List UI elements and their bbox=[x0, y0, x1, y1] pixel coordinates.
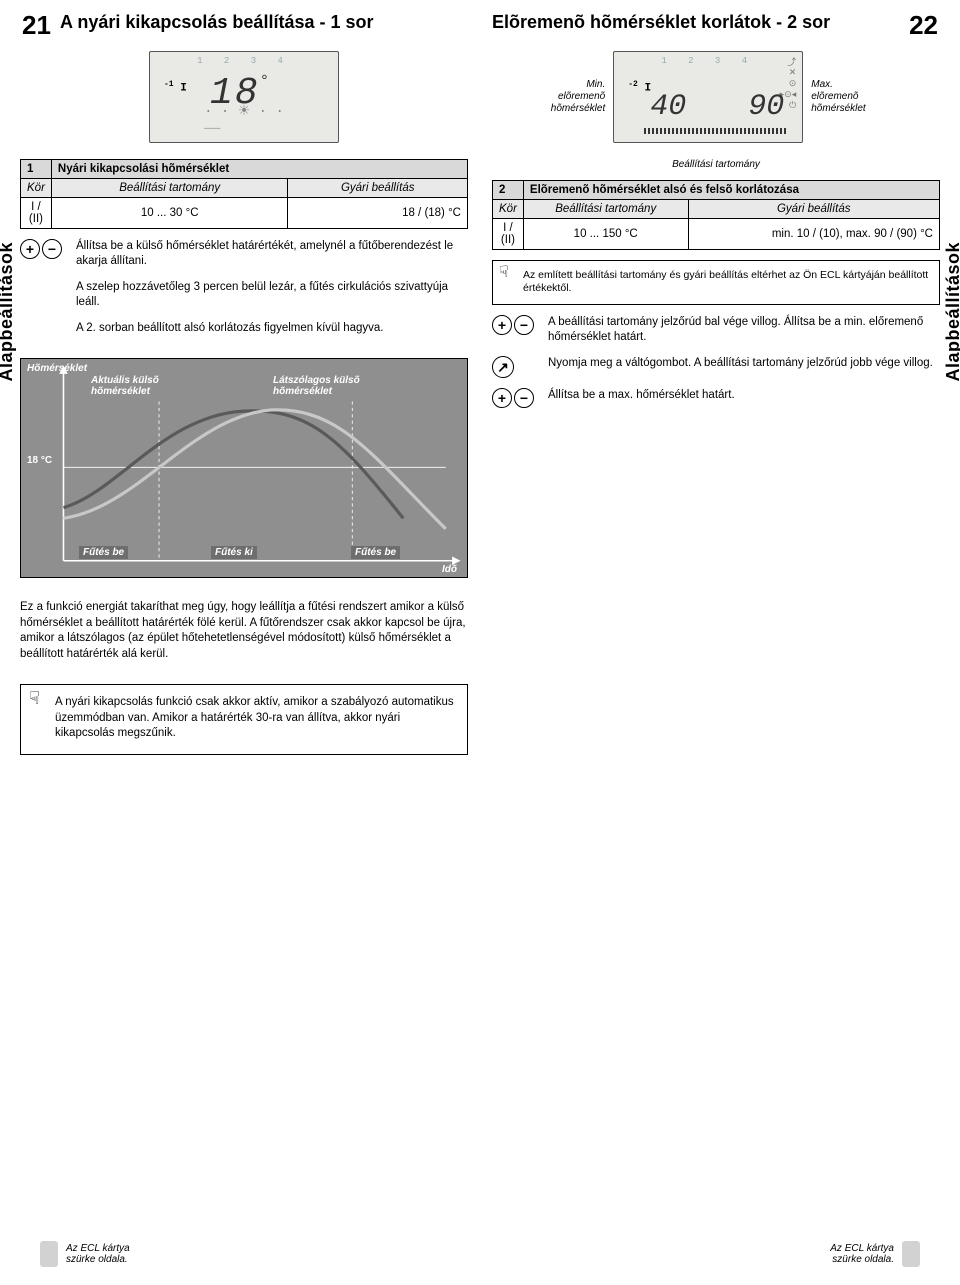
lcd-rowline-r: -2 I bbox=[628, 80, 651, 95]
left-lcd: 1 2 3 4 -1 I 18° · · ☀ · ·─── bbox=[149, 51, 339, 143]
footer-right: Az ECL kártyaszürke oldala. bbox=[830, 1241, 920, 1267]
col-range-r: Beállítási tartomány bbox=[523, 199, 688, 218]
left-lcd-wrap: 1 2 3 4 -1 I 18° · · ☀ · ·─── bbox=[20, 51, 468, 143]
temperature-chart: Hõmérséklet 18 °C Aktuális külsõhõmérsék… bbox=[20, 358, 468, 578]
series-apparent bbox=[63, 410, 445, 529]
left-note-text: A nyári kikapcsolás funkció csak akkor a… bbox=[55, 695, 455, 742]
plus-icon: + bbox=[492, 315, 512, 335]
card-icon bbox=[40, 1241, 58, 1267]
chart-time-label: Idõ bbox=[442, 564, 457, 575]
footer-text-left: Az ECL kártyaszürke oldala. bbox=[66, 1243, 130, 1266]
plus-icon: + bbox=[20, 239, 40, 259]
sun-icon: · · ☀ · ·─── bbox=[204, 103, 284, 136]
col-factory: Gyári beállítás bbox=[288, 178, 468, 197]
chart-btn-on-left: Fűtés be bbox=[79, 546, 128, 559]
right-column: Alapbeállítások Elõremenõ hõmérséklet ko… bbox=[492, 12, 940, 755]
table-row: I / (II) 10 ... 30 °C 18 / (18) °C bbox=[21, 197, 468, 228]
col-range: Beállítási tartomány bbox=[51, 178, 288, 197]
side-tab-left: Alapbeállítások bbox=[0, 242, 17, 382]
minus-icon: − bbox=[42, 239, 62, 259]
lcd-rowline: -1 I bbox=[164, 80, 187, 95]
left-below-text: Ez a funkció energiát takaríthat meg úgy… bbox=[20, 600, 468, 662]
lcd-v1: 40 bbox=[650, 90, 686, 124]
card-icon bbox=[902, 1241, 920, 1267]
plus-minus-icon: + − bbox=[20, 239, 66, 259]
right-note-box: ☟ Az említett beállítási tartomány és gy… bbox=[492, 260, 940, 305]
right-settings-table: 2 Elõremenõ hõmérséklet alsó és felsõ ko… bbox=[492, 180, 940, 250]
right-lcd: 1 2 3 4 -2 I ⤴✕⊙▸⊙◂⏻ 40 90 bbox=[613, 51, 803, 143]
left-note-box: ☟ A nyári kikapcsolás funkció csak akkor… bbox=[20, 684, 468, 755]
left-step-text: Állítsa be a külső hőmérséklet határérté… bbox=[76, 239, 468, 347]
left-p1: Állítsa be a külső hőmérséklet határérté… bbox=[76, 239, 468, 270]
lcd-v2: 90 bbox=[748, 90, 784, 124]
right-step-1: + − A beállítási tartomány jelzőrúd bal … bbox=[492, 315, 940, 346]
lcd-roman: I bbox=[180, 82, 187, 94]
left-column: Alapbeállítások A nyári kikapcsolás beál… bbox=[20, 12, 468, 755]
plus-minus-icon-r1: + − bbox=[492, 315, 538, 335]
left-p2: A szelep hozzávetőleg 3 percen belül lez… bbox=[76, 280, 468, 311]
left-p3: A 2. sorban beállított alsó korlátozás f… bbox=[76, 321, 468, 337]
right-step-3: + − Állítsa be a max. hőmérséklet határt… bbox=[492, 388, 940, 408]
cell-range-r: 10 ... 150 °C bbox=[523, 218, 688, 249]
col-factory-r: Gyári beállítás bbox=[688, 199, 940, 218]
footer: Az ECL kártyaszürke oldala. Az ECL kárty… bbox=[0, 1241, 960, 1267]
col-kor-r: Kör bbox=[493, 199, 524, 218]
lcd-range-bar bbox=[644, 128, 788, 134]
range-caption: Beállítási tartomány bbox=[492, 159, 940, 170]
hand-icon: ☟ bbox=[29, 689, 40, 707]
lcd-right-label: Max. elõremenõhõmérséklet bbox=[811, 79, 881, 115]
right-step-2: ↗ Nyomja meg a váltógombot. A beállítási… bbox=[492, 356, 940, 378]
degree-icon: ° bbox=[260, 72, 272, 90]
left-title: A nyári kikapcsolás beállítása - 1 sor bbox=[60, 12, 468, 33]
left-settings-table: 1 Nyári kikapcsolási hõmérséklet Kör Beá… bbox=[20, 159, 468, 229]
table-header-r: Elõremenõ hõmérséklet alsó és felsõ korl… bbox=[523, 180, 939, 199]
hand-icon-r: ☟ bbox=[499, 265, 509, 281]
minus-icon: − bbox=[514, 315, 534, 335]
cell-factory: 18 / (18) °C bbox=[288, 197, 468, 228]
plus-minus-icon-r2: + − bbox=[492, 388, 538, 408]
table-num-r: 2 bbox=[493, 180, 524, 199]
side-tab-right: Alapbeállítások bbox=[943, 242, 960, 382]
table-num: 1 bbox=[21, 159, 52, 178]
chart-btn-on-right: Fűtés be bbox=[351, 546, 400, 559]
cell-kor-r: I / (II) bbox=[493, 218, 524, 249]
arrow-icon: ↗ bbox=[492, 356, 514, 378]
right-step-1-text: A beállítási tartomány jelzőrúd bal vége… bbox=[548, 315, 940, 346]
table-header: Nyári kikapcsolási hõmérséklet bbox=[51, 159, 467, 178]
lcd-left-label: Min.elõremenõhõmérséklet bbox=[551, 79, 605, 115]
right-step-3-text: Állítsa be a max. hőmérséklet határt. bbox=[548, 388, 735, 404]
lcd-row-sup-r: -2 bbox=[628, 80, 638, 89]
footer-left: Az ECL kártyaszürke oldala. bbox=[40, 1241, 130, 1267]
plus-icon: + bbox=[492, 388, 512, 408]
chart-btn-off: Fűtés ki bbox=[211, 546, 257, 559]
arrow-button-icon: ↗ bbox=[492, 356, 538, 378]
table-row: I / (II) 10 ... 150 °C min. 10 / (10), m… bbox=[493, 218, 940, 249]
cell-range: 10 ... 30 °C bbox=[51, 197, 288, 228]
lcd-marks-r: 1 2 3 4 bbox=[661, 56, 755, 66]
cell-kor: I / (II) bbox=[21, 197, 52, 228]
right-note-text: Az említett beállítási tartomány és gyár… bbox=[523, 269, 929, 296]
cell-factory-r: min. 10 / (10), max. 90 / (90) °C bbox=[688, 218, 940, 249]
lcd-row-sup: -1 bbox=[164, 80, 174, 89]
footer-text-right: Az ECL kártyaszürke oldala. bbox=[830, 1243, 894, 1266]
minus-icon: − bbox=[514, 388, 534, 408]
right-title: Elõremenõ hõmérséklet korlátok - 2 sor bbox=[492, 12, 940, 33]
col-kor: Kör bbox=[21, 178, 52, 197]
page-spread: Alapbeállítások A nyári kikapcsolás beál… bbox=[0, 0, 960, 775]
lcd-marks: 1 2 3 4 bbox=[197, 56, 291, 66]
right-step-2-text: Nyomja meg a váltógombot. A beállítási t… bbox=[548, 356, 933, 372]
right-lcd-row: Min.elõremenõhõmérséklet 1 2 3 4 -2 I ⤴✕… bbox=[492, 51, 940, 143]
left-step-row: + − Állítsa be a külső hőmérséklet határ… bbox=[20, 239, 468, 347]
